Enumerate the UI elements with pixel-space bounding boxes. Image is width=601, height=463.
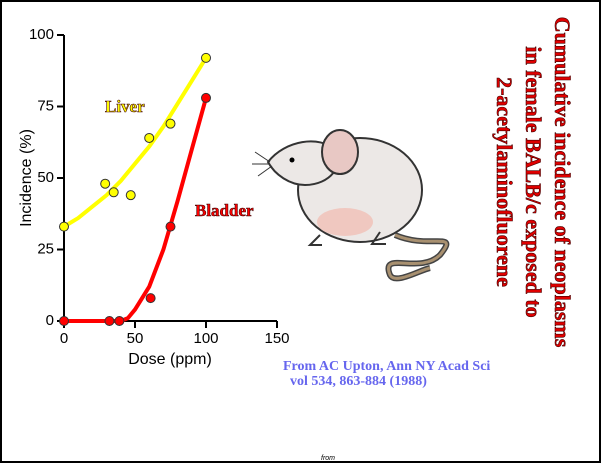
citation-line: From AC Upton, Ann NY Acad Sci bbox=[283, 359, 490, 374]
y-tick-label: 100 bbox=[29, 26, 54, 43]
y-tick-label: 25 bbox=[37, 240, 54, 257]
mouse-eye bbox=[290, 158, 295, 163]
data-point bbox=[60, 317, 69, 326]
x-axis-label: Dose (ppm) bbox=[128, 351, 212, 368]
series-label: Liver bbox=[105, 97, 145, 116]
data-point bbox=[105, 317, 114, 326]
title-line: Cumulative incidence of neoplasms bbox=[550, 17, 575, 348]
y-tick-label: 50 bbox=[37, 169, 54, 186]
y-tick-label: 0 bbox=[46, 312, 54, 329]
citation-line: vol 534, 863-884 (1988) bbox=[290, 374, 427, 389]
data-point bbox=[166, 222, 175, 231]
data-point bbox=[60, 222, 69, 231]
data-point bbox=[202, 93, 211, 102]
data-point bbox=[145, 133, 154, 142]
mouse-belly bbox=[317, 208, 373, 236]
mouse-ear bbox=[322, 130, 358, 174]
y-tick-label: 75 bbox=[37, 97, 54, 114]
series-label: Bladder bbox=[195, 201, 254, 220]
data-point bbox=[126, 191, 135, 200]
title-line: 2-acetylaminofluorene bbox=[492, 77, 517, 287]
y-axis-label: Incidence (%) bbox=[18, 129, 35, 227]
x-tick-label: 150 bbox=[264, 330, 289, 347]
data-point bbox=[166, 119, 175, 128]
x-tick-label: 0 bbox=[60, 330, 68, 347]
data-point bbox=[109, 188, 118, 197]
data-point bbox=[101, 179, 110, 188]
data-point bbox=[115, 317, 124, 326]
data-point bbox=[146, 294, 155, 303]
x-tick-label: 50 bbox=[127, 330, 144, 347]
footer: from bbox=[321, 455, 335, 462]
x-tick-label: 100 bbox=[193, 330, 218, 347]
title-line: in female BALB/c exposed to bbox=[521, 46, 546, 317]
data-point bbox=[202, 53, 211, 62]
slide: Incidence (%) Dose (ppm) From AC Upton, … bbox=[0, 0, 601, 463]
